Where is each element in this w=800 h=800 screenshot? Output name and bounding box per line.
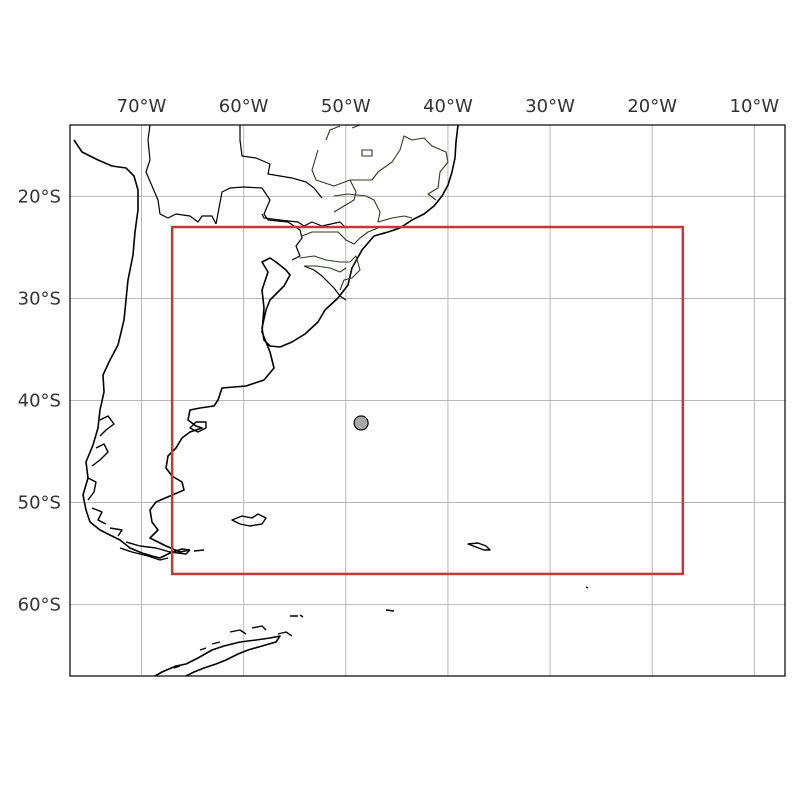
lon-label-40w: 40°W — [423, 96, 473, 117]
peninsula-valdes — [189, 421, 207, 433]
state-border-sao-paulo — [301, 227, 379, 245]
country-borders — [145, 125, 347, 301]
south-orkney-islands — [385, 609, 395, 612]
tierra-del-fuego-south — [119, 547, 169, 561]
state-border-parana — [299, 255, 361, 291]
lat-label-20s: 20°S — [18, 186, 61, 207]
lon-label-10w: 10°W — [730, 96, 780, 117]
region-box — [170, 225, 685, 576]
lon-label-60w: 60°W — [219, 96, 269, 117]
lon-label-30w: 30°W — [525, 96, 575, 117]
graticule — [70, 125, 785, 676]
south-georgia — [467, 542, 491, 551]
coastlines — [73, 125, 589, 676]
border-argentina-paraguay-bolivia — [215, 186, 303, 261]
staten-island — [193, 549, 205, 552]
state-border-north — [311, 135, 449, 201]
state-borders — [299, 125, 449, 291]
state-border-santa-catarina — [304, 265, 347, 273]
lat-label-60s: 60°S — [18, 595, 61, 616]
lat-labels: 20°S 30°S 40°S 50°S 60°S — [18, 186, 61, 615]
border-chile-argentina — [145, 125, 217, 225]
south-america-east-coast — [149, 125, 459, 553]
south-shetland-islands — [290, 614, 304, 618]
state-border-goias — [325, 125, 373, 213]
lon-label-50w: 50°W — [321, 96, 371, 117]
lon-label-70w: 70°W — [117, 96, 167, 117]
lat-label-30s: 30°S — [18, 288, 61, 309]
lon-label-20w: 20°W — [627, 96, 677, 117]
lat-label-50s: 50°S — [18, 493, 61, 514]
border-bolivia-brazil — [239, 125, 323, 199]
falkland-islands — [231, 513, 267, 527]
chile-fjords — [87, 415, 123, 537]
map-frame — [69, 124, 786, 677]
antarctic-peninsula — [154, 635, 281, 676]
state-border-minas — [333, 193, 413, 223]
south-sandwich-islets — [585, 586, 589, 589]
lat-label-40s: 40°S — [18, 391, 61, 412]
tierra-del-fuego — [125, 541, 191, 555]
site-marker — [353, 415, 369, 431]
border-argentina-uruguay — [303, 265, 347, 301]
lon-labels: 70°W 60°W 50°W 40°W 30°W 20°W 10°W — [117, 96, 780, 117]
antarctic-islets — [173, 625, 293, 669]
south-america-west-coast — [73, 139, 191, 559]
